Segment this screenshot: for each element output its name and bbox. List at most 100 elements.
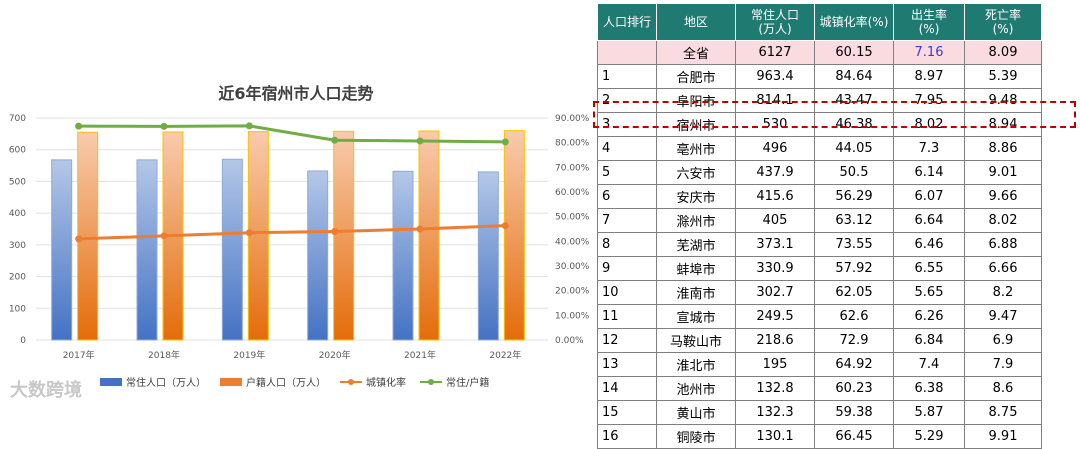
legend-label: 城镇化率 (366, 378, 406, 389)
table-cell: 9.66 (964, 184, 1042, 209)
table-cell: 132.3 (735, 400, 815, 425)
table-cell: 6.88 (964, 232, 1042, 257)
population-chart: 近6年宿州市人口走势 0 100 200 300 400 500 600 700 0.00% 10… (9, 84, 590, 401)
table-row: 8 芜湖市 373.1 73.55 6.46 6.88 (597, 232, 1042, 257)
table-cell: 合肥市 (656, 64, 736, 89)
table-row: 2 阜阳市 814.1 43.47 7.95 9.48 (597, 88, 1042, 113)
series-line-0 (78, 224, 506, 241)
table-cell: 73.55 (814, 232, 894, 257)
x-tick-label: 2017年 (63, 349, 95, 361)
series-point-1 (245, 122, 253, 130)
table-header-cell: 地区 (656, 3, 736, 41)
x-tick-label: 2022年 (489, 349, 521, 361)
table-cell: 13 (597, 352, 657, 377)
table-cell: 6.64 (893, 208, 965, 233)
table-cell: 9.48 (964, 88, 1042, 113)
table-cell: 496 (735, 136, 815, 161)
table-cell: 57.92 (814, 256, 894, 281)
series-point-1 (331, 136, 339, 144)
table-cell: 66.45 (814, 424, 894, 449)
table-cell: 330.9 (735, 256, 815, 281)
y-right-tick-label: 60.00% (555, 188, 590, 198)
table-cell: 195 (735, 352, 815, 377)
y-left-tick-label: 400 (9, 209, 26, 219)
table-cell: 9.47 (964, 304, 1042, 329)
table-cell: 铜陵市 (656, 424, 736, 449)
table-cell: 16 (597, 424, 657, 449)
legend-label: 常住人口（万人） (126, 378, 206, 389)
table-cell: 6 (597, 184, 657, 209)
table-cell: 84.64 (814, 64, 894, 89)
table-row: 5 六安市 437.9 50.5 6.14 9.01 (597, 160, 1042, 185)
chart-legend: 常住人口（万人） 户籍人口（万人） 城镇化率 常住/户籍 (100, 374, 489, 389)
x-tick-label: 2021年 (404, 349, 436, 361)
table-cell: 池州市 (656, 376, 736, 401)
y-right-tick-label: 30.00% (555, 262, 590, 272)
suzhou-row-highlight (593, 101, 1076, 128)
legend-swatch (340, 378, 362, 385)
series-point-0 (160, 232, 168, 240)
table-cell: 8.86 (964, 136, 1042, 161)
y-left-tick-label: 300 (9, 241, 26, 251)
x-tick-label: 2018年 (148, 349, 180, 361)
table-row: 10 淮南市 302.7 62.05 5.65 8.2 (597, 280, 1042, 305)
x-tick-label: 2020年 (319, 349, 351, 361)
table-cell: 373.1 (735, 232, 815, 257)
table-cell: 黄山市 (656, 400, 736, 425)
series-point-1 (416, 137, 424, 145)
y-right-tick-label: 80.00% (555, 139, 590, 149)
table-cell: 63.12 (814, 208, 894, 233)
table-cell: 亳州市 (656, 136, 736, 161)
bar-resident (136, 159, 158, 341)
table-cell: 6127 (735, 40, 815, 65)
y-left-tick-label: 100 (9, 304, 26, 314)
city-population-table-wrap: 人口排行 地区 常住人口 (万人) 城镇化率(%) 出生率 (%) 死亡率 (%) 全省 6127… (597, 3, 1042, 449)
legend-item: 户籍人口（万人） (220, 374, 326, 389)
table-cell: 132.8 (735, 376, 815, 401)
table-cell: 963.4 (735, 64, 815, 89)
legend-label: 常住/户籍 (446, 378, 490, 389)
table-cell: 滁州市 (656, 208, 736, 233)
series-point-1 (75, 122, 83, 130)
table-cell: 62.05 (814, 280, 894, 305)
table-cell: 415.6 (735, 184, 815, 209)
legend-swatch (220, 377, 242, 386)
legend-label: 户籍人口（万人） (246, 378, 326, 389)
table-cell (597, 40, 657, 65)
table-cell: 64.92 (814, 352, 894, 377)
table-row: 12 马鞍山市 218.6 72.9 6.84 6.9 (597, 328, 1042, 353)
bar-registered (247, 131, 269, 341)
bar-registered (503, 130, 525, 341)
table-cell: 7.3 (893, 136, 965, 161)
series-point-0 (501, 222, 509, 230)
bar-registered (418, 130, 440, 341)
table-header-row: 人口排行 地区 常住人口 (万人) 城镇化率(%) 出生率 (%) 死亡率 (%) (597, 3, 1042, 41)
series-point-1 (160, 122, 168, 130)
chart-title: 近6年宿州市人口走势 (218, 84, 374, 103)
table-cell: 6.55 (893, 256, 965, 281)
table-cell: 淮南市 (656, 280, 736, 305)
table-cell: 302.7 (735, 280, 815, 305)
table-cell: 8.2 (964, 280, 1042, 305)
table-cell: 7.4 (893, 352, 965, 377)
table-cell: 6.26 (893, 304, 965, 329)
table-cell: 马鞍山市 (656, 328, 736, 353)
table-cell: 6.84 (893, 328, 965, 353)
table-cell: 芜湖市 (656, 232, 736, 257)
table-cell: 安庆市 (656, 184, 736, 209)
table-row: 11 宣城市 249.5 62.6 6.26 9.47 (597, 304, 1042, 329)
y-left-tick-label: 200 (9, 273, 26, 283)
table-header-cell: 死亡率 (%) (964, 3, 1042, 41)
table-cell: 405 (735, 208, 815, 233)
city-population-table: 人口排行 地区 常住人口 (万人) 城镇化率(%) 出生率 (%) 死亡率 (%) 全省 6127… (597, 3, 1042, 449)
table-cell: 10 (597, 280, 657, 305)
table-cell: 249.5 (735, 304, 815, 329)
y-right-tick-label: 70.00% (555, 163, 590, 173)
bar-resident (307, 170, 329, 341)
y-left-tick-label: 0 (20, 336, 26, 346)
table-cell: 6.66 (964, 256, 1042, 281)
table-cell: 8.94 (964, 112, 1042, 137)
chart-plot: 0 100 200 300 400 500 600 700 0.00% 10.00% 20.00% 3… (9, 114, 590, 361)
table-cell: 9.01 (964, 160, 1042, 185)
legend-item: 城镇化率 (340, 374, 406, 389)
